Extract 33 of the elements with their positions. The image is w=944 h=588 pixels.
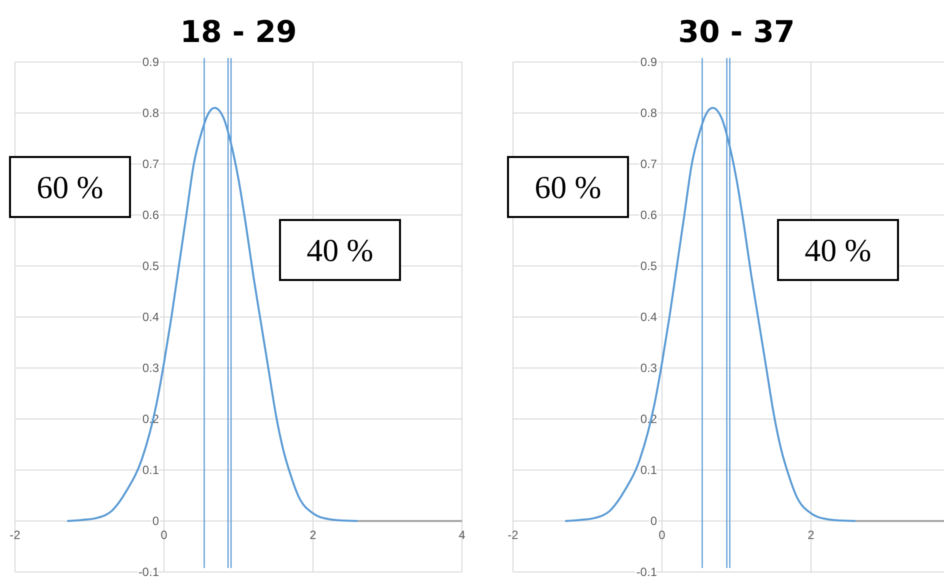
y-tick-label: 0.6 [640, 208, 658, 222]
y-tick-label: 0.4 [640, 310, 658, 324]
y-tick-label: 0.6 [142, 208, 160, 222]
y-tick-label: -0.1 [138, 565, 160, 580]
y-tick-label: 0.7 [640, 157, 658, 172]
x-tick-label: -2 [10, 528, 21, 542]
y-tick-label: 0.9 [640, 55, 658, 70]
x-tick-label: 0 [160, 528, 168, 542]
y-tick-label: 0 [650, 514, 658, 528]
y-tick-label: 0.8 [142, 106, 160, 120]
y-tick-label: 0.5 [640, 259, 658, 274]
x-tick-label: 4 [458, 528, 466, 542]
y-tick-label: 0 [152, 514, 160, 528]
y-tick-label: -0.1 [636, 565, 658, 580]
y-tick-label: 0.7 [142, 157, 160, 172]
y-tick-label: 0.5 [142, 259, 160, 274]
y-tick-label: 0.9 [142, 55, 160, 70]
x-tick-label: -2 [508, 528, 519, 542]
y-tick-label: 0.1 [142, 463, 160, 478]
x-tick-label: 0 [658, 528, 666, 542]
x-tick-label: 2 [310, 528, 317, 542]
y-tick-label: 0.4 [142, 310, 160, 324]
chart-title: 18 - 29 [180, 15, 297, 50]
y-tick-label: 0.8 [640, 106, 658, 120]
annotation: 60 % [36, 169, 104, 206]
y-tick-label: 0.1 [640, 463, 658, 478]
annotation: 40 % [804, 232, 872, 268]
x-tick-label: 2 [808, 528, 815, 542]
y-tick-label: 0.3 [640, 361, 658, 376]
y-tick-label: 0.3 [142, 361, 160, 376]
annotation: 60 % [534, 169, 602, 206]
annotation: 40 % [306, 232, 374, 268]
chart-title: 30 - 37 [678, 15, 795, 50]
